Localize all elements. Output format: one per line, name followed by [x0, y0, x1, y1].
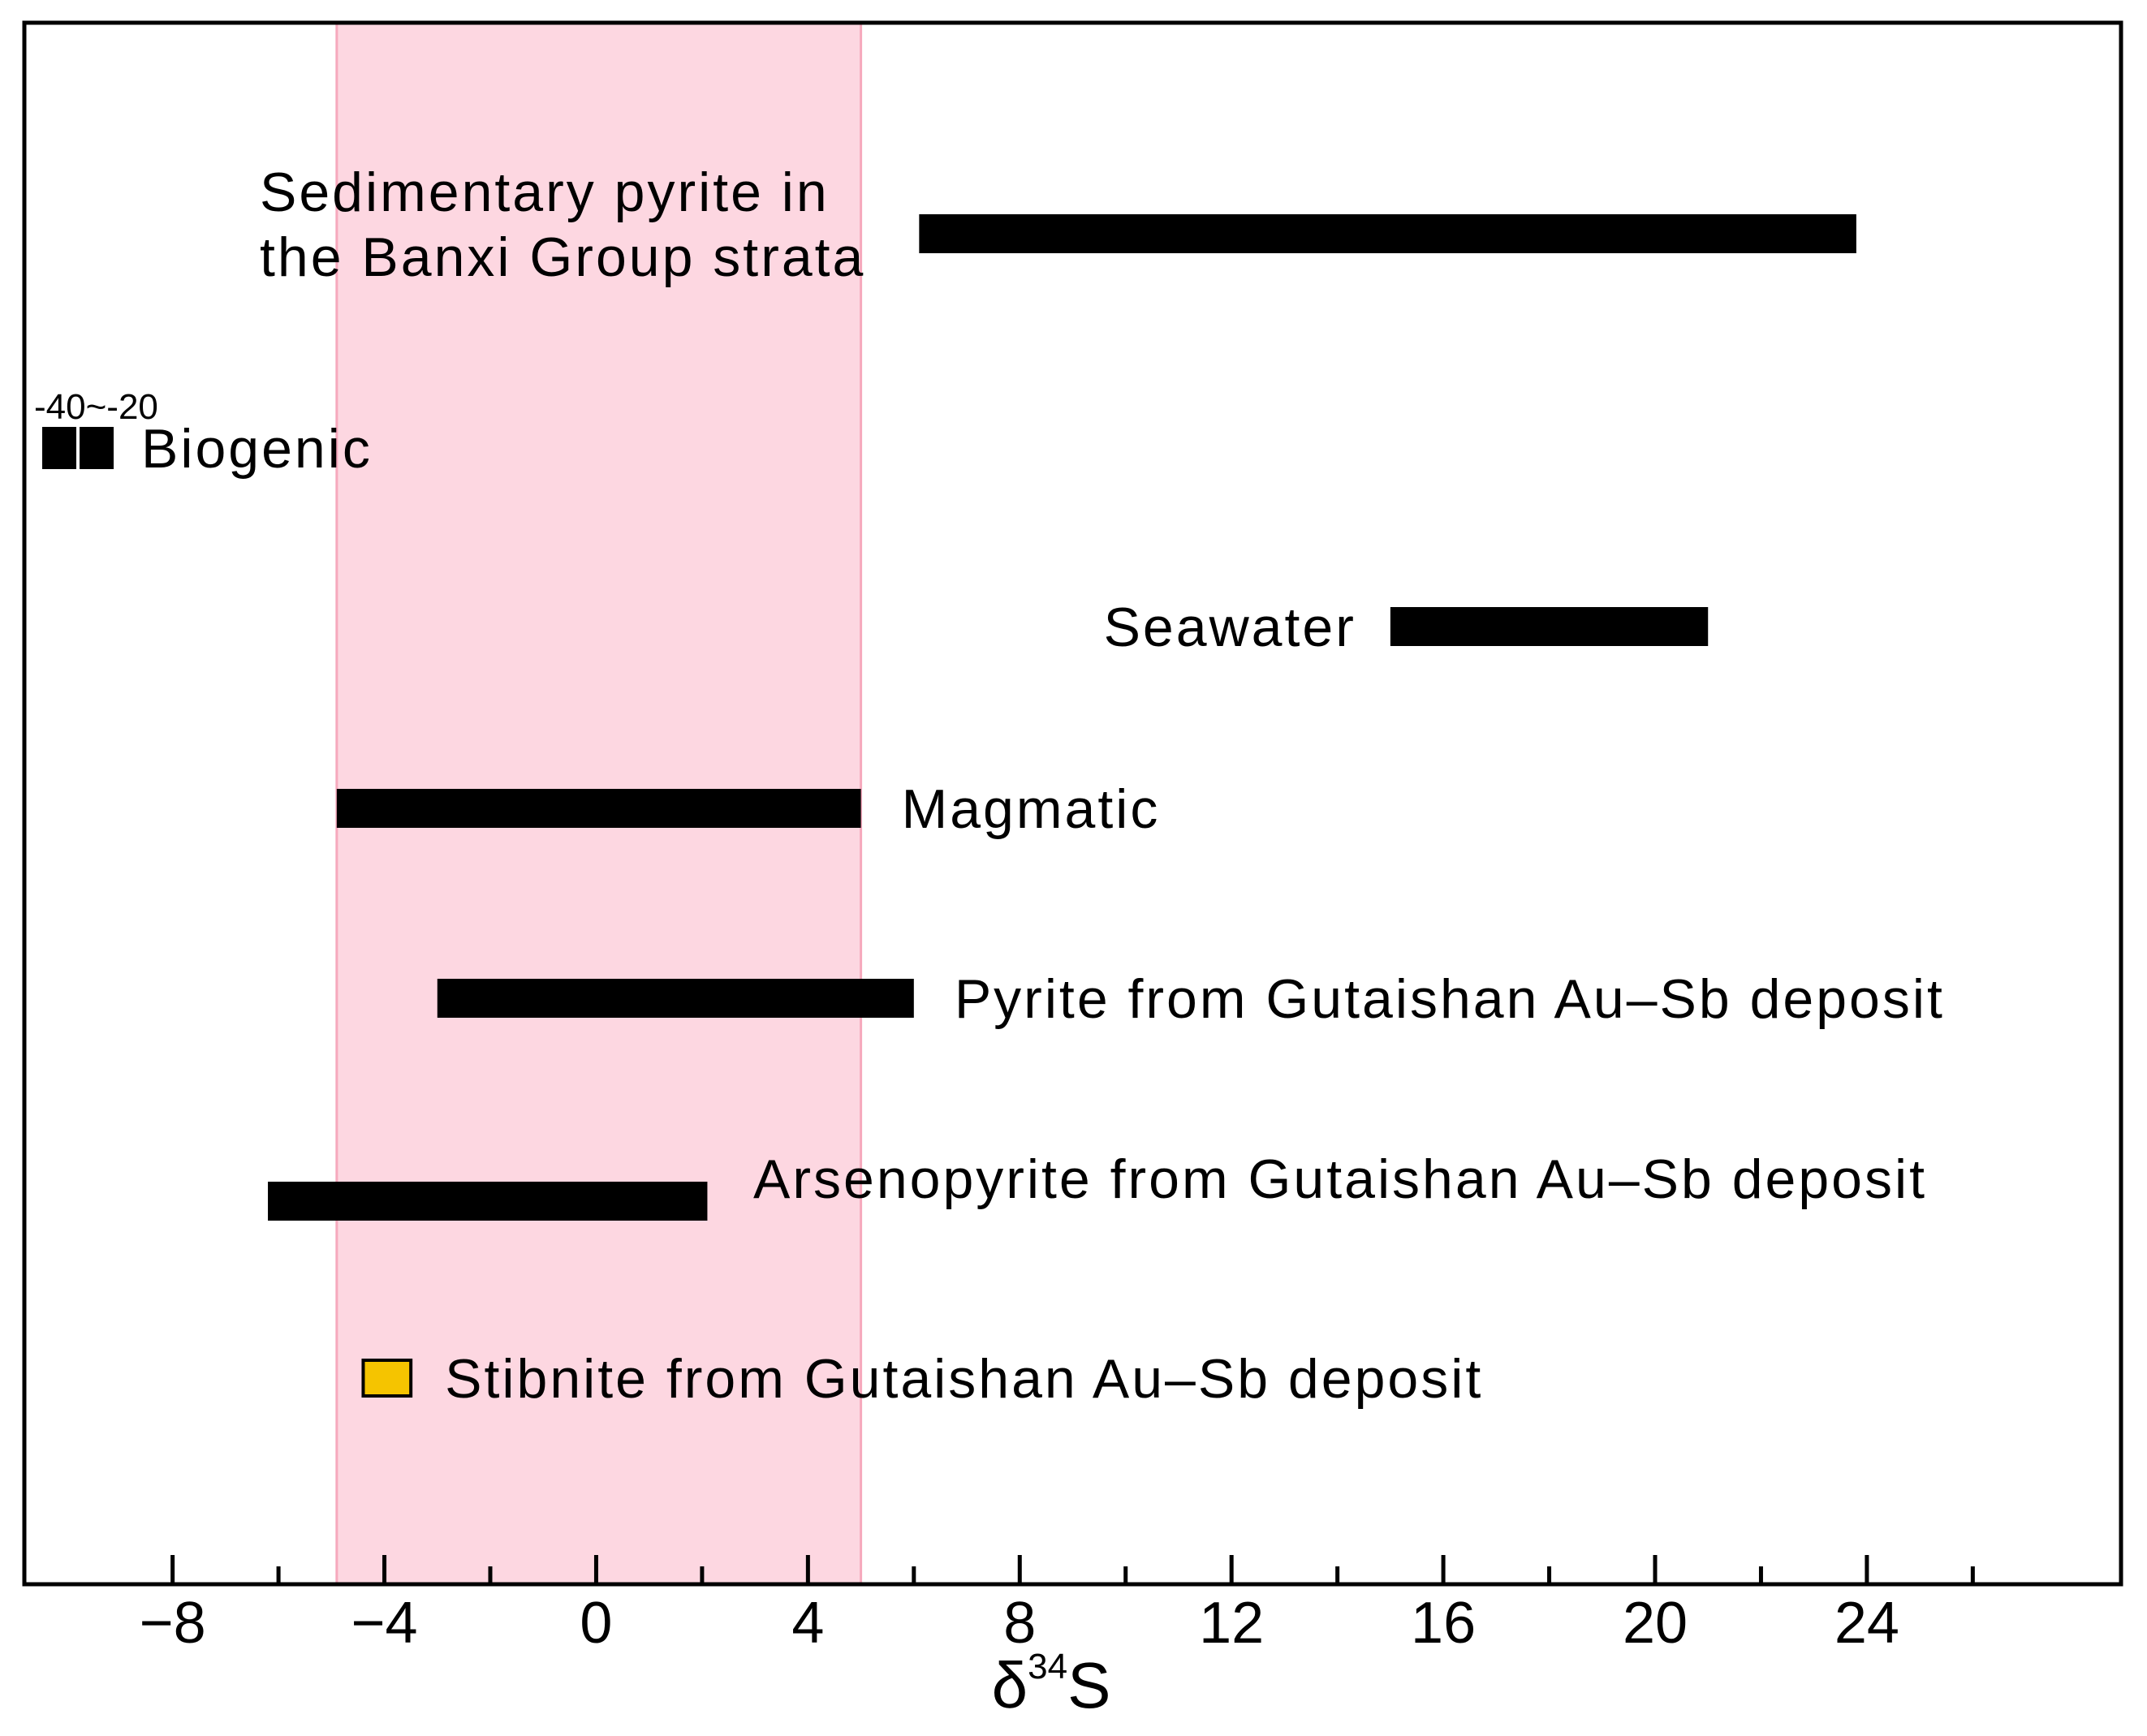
series-1-label-line-2: the Banxi Group strata: [260, 226, 865, 288]
series-4-label: Magmatic: [902, 778, 1161, 840]
x-tick-label: 0: [580, 1591, 612, 1656]
x-tick-label: 20: [1623, 1591, 1688, 1656]
plot-frame: [22, 20, 2123, 1587]
x-axis-label-tail: S: [1067, 1649, 1110, 1721]
series-3-bar: [1390, 607, 1709, 646]
series-2-bar-box-2: [80, 427, 114, 469]
x-tick-label: 4: [791, 1591, 824, 1656]
x-axis: −8 −4 0 4 8 12 16 20 24: [140, 1555, 1975, 1656]
x-tick-label: −4: [351, 1591, 417, 1656]
series-2-range-label: -40~-20: [34, 387, 158, 427]
x-tick-label: −8: [140, 1591, 206, 1656]
x-tick-label: 24: [1834, 1591, 1899, 1656]
x-tick-label: 8: [1003, 1591, 1036, 1656]
series-1-bar: [919, 214, 1856, 253]
series-5-label: Pyrite from Gutaishan Au–Sb deposit: [955, 968, 1945, 1030]
series-7-marker: [361, 1359, 413, 1398]
series-5-bar: [437, 979, 914, 1018]
x-axis-label-base: δ: [992, 1649, 1028, 1721]
series-2-label: Biogenic: [141, 418, 373, 480]
series-1-label-line-1: Sedimentary pyrite in: [260, 162, 830, 223]
bar-layer: [42, 214, 1856, 1398]
series-6-bar: [268, 1182, 708, 1221]
series-2-bar-box-1: [42, 427, 76, 469]
x-tick-label: 16: [1411, 1591, 1476, 1656]
x-axis-label-superscript: 34: [1028, 1647, 1067, 1686]
x-tick-label: 12: [1199, 1591, 1264, 1656]
series-4-bar: [336, 789, 861, 828]
series-7-label: Stibnite from Gutaishan Au–Sb deposit: [445, 1348, 1483, 1410]
series-3-label: Seawater: [1104, 597, 1356, 658]
x-axis-label: δ34S: [992, 1647, 1111, 1721]
series-6-label: Arsenopyrite from Gutaishan Au–Sb deposi…: [753, 1148, 1927, 1210]
